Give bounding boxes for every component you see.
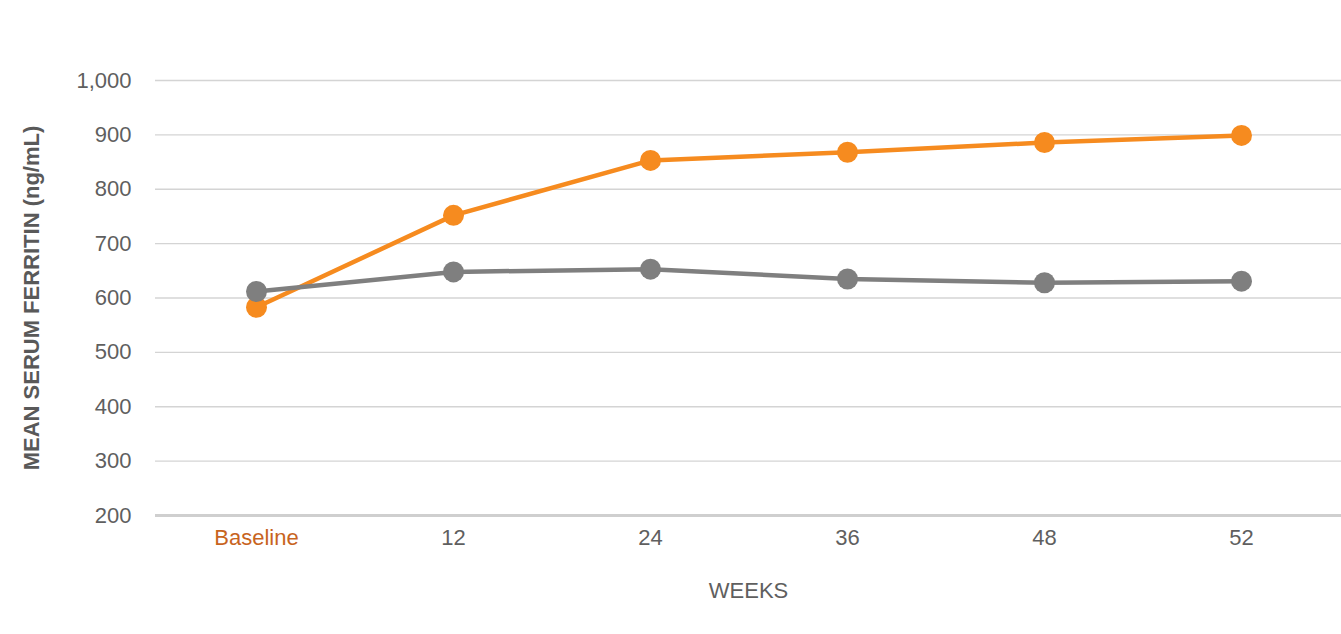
svg-text:WEEKS: WEEKS [709, 578, 788, 603]
svg-text:500: 500 [95, 339, 132, 364]
svg-text:1,000: 1,000 [76, 68, 131, 93]
svg-text:800: 800 [95, 176, 132, 201]
svg-text:700: 700 [95, 231, 132, 256]
svg-text:900: 900 [95, 122, 132, 147]
svg-text:24: 24 [638, 525, 662, 550]
svg-text:600: 600 [95, 285, 132, 310]
svg-text:12: 12 [441, 525, 465, 550]
svg-text:300: 300 [95, 448, 132, 473]
svg-text:36: 36 [835, 525, 859, 550]
svg-text:Baseline: Baseline [214, 525, 298, 550]
svg-text:400: 400 [95, 394, 132, 419]
svg-text:48: 48 [1032, 525, 1056, 550]
svg-text:200: 200 [95, 503, 132, 528]
svg-text:MEAN SERUM FERRITIN (ng/mL): MEAN SERUM FERRITIN (ng/mL) [19, 126, 44, 471]
svg-text:52: 52 [1229, 525, 1253, 550]
